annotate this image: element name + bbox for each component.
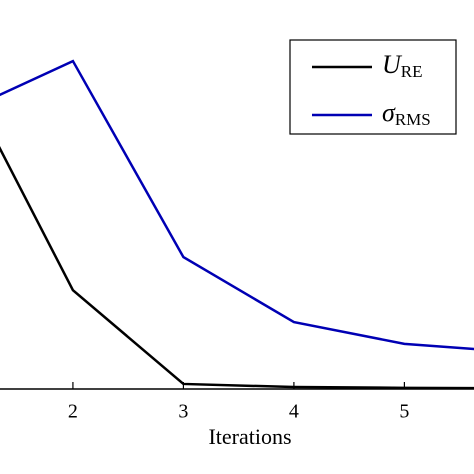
x-tick-label: 3 (178, 401, 188, 423)
legend-name: U (382, 50, 403, 79)
legend-label: σRMS (382, 98, 431, 129)
x-axis-label: Iterations (208, 424, 291, 449)
x-tick-label: 5 (399, 401, 409, 423)
legend-name: σ (382, 98, 396, 127)
x-tick-label: 4 (289, 401, 299, 423)
legend-subscript: RMS (395, 110, 431, 129)
legend (289, 39, 457, 135)
line (0, 59, 474, 351)
line (0, 146, 474, 390)
legend-label: URE (382, 50, 423, 81)
x-tick-label: 2 (68, 401, 78, 423)
legend-subscript: RE (401, 62, 423, 81)
plot-area (0, 59, 474, 390)
